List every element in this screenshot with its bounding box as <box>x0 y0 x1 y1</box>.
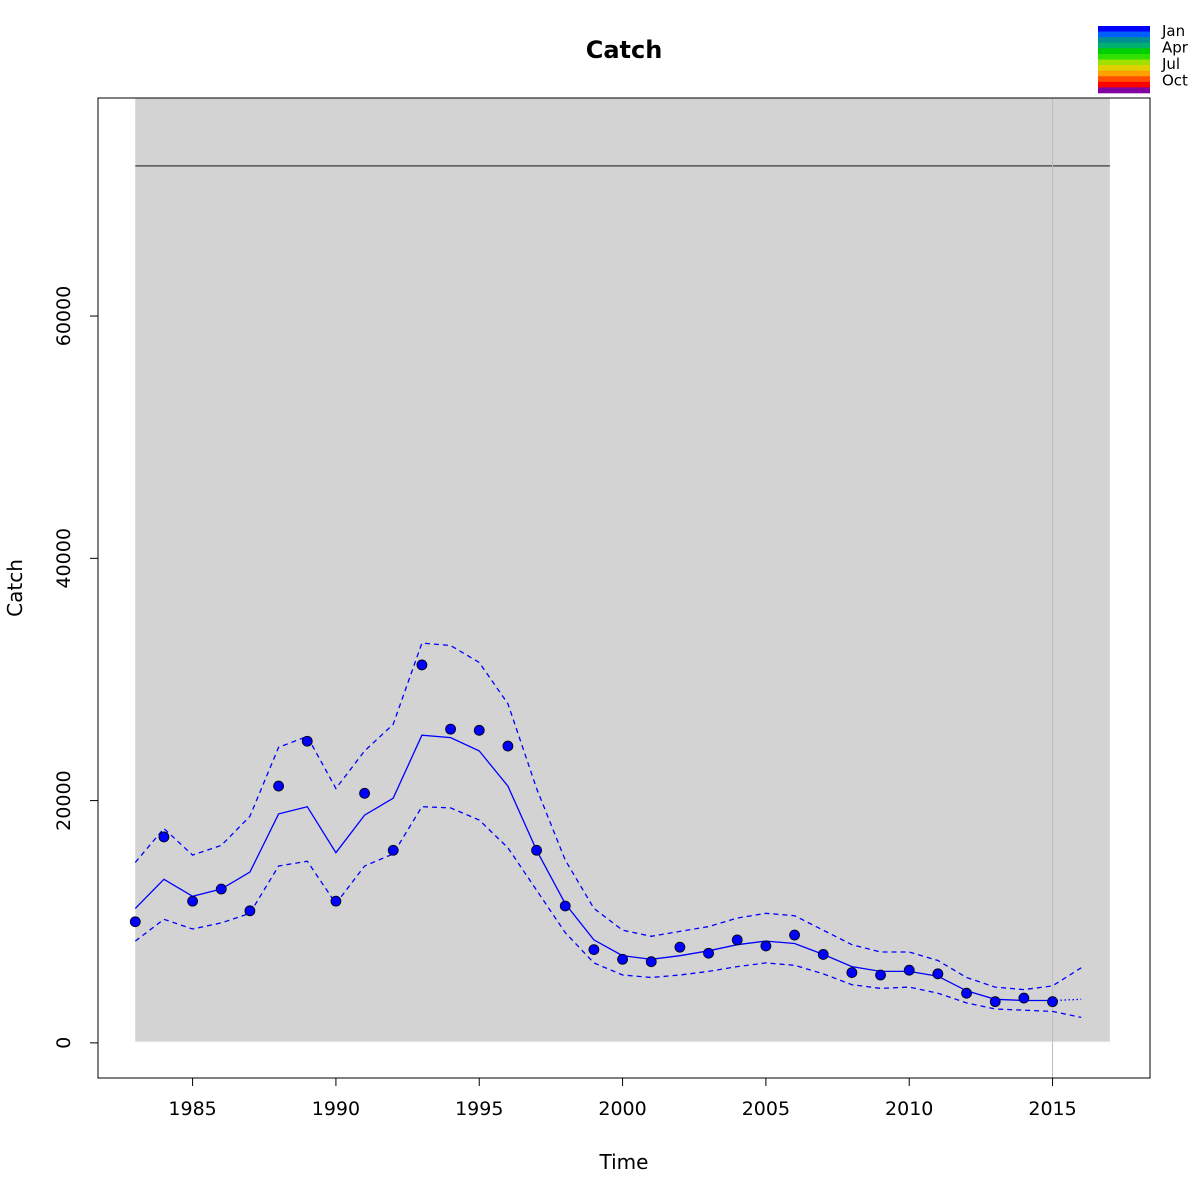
chart-title: Catch <box>586 36 663 64</box>
x-tick-label: 1995 <box>455 1098 503 1120</box>
series-line-lower <box>134 806 1082 1019</box>
series-line-upper <box>134 642 1082 991</box>
y-axis-label: Catch <box>3 559 27 617</box>
data-point <box>330 895 342 907</box>
data-point <box>932 968 944 980</box>
data-point <box>961 987 972 999</box>
legend-swatch <box>1098 76 1150 83</box>
data-point <box>588 944 600 955</box>
data-point <box>760 940 772 952</box>
data-point <box>789 929 800 941</box>
data-point <box>187 895 198 907</box>
data-point <box>731 934 743 946</box>
data-point <box>244 905 256 917</box>
shaded-region <box>135 98 1110 1042</box>
data-point <box>559 900 571 912</box>
y-tick-label: 0 <box>53 1037 75 1049</box>
data-point <box>445 723 456 735</box>
x-axis-label: Time <box>599 1150 649 1174</box>
x-tick-label: 2005 <box>742 1098 790 1120</box>
data-point <box>129 916 141 928</box>
data-point <box>502 740 514 752</box>
x-tick-label: 2010 <box>885 1098 933 1120</box>
legend-swatch <box>1098 37 1150 44</box>
data-point <box>645 956 657 968</box>
data-point <box>215 883 227 895</box>
data-point <box>473 724 485 736</box>
legend-swatch <box>1098 53 1150 60</box>
legend-swatch <box>1098 81 1150 88</box>
series-line-fitted <box>134 734 1053 1002</box>
y-tick-label: 20000 <box>53 770 75 830</box>
legend-swatch <box>1098 42 1150 49</box>
legend-swatch <box>1098 31 1150 38</box>
data-point <box>875 969 886 981</box>
x-tick-label: 1985 <box>168 1098 216 1120</box>
data-point <box>273 780 284 792</box>
y-tick-label: 60000 <box>53 286 75 346</box>
legend-swatch <box>1098 26 1150 32</box>
legend-swatch <box>1098 48 1150 55</box>
x-tick-label: 2000 <box>598 1098 646 1120</box>
data-point <box>903 964 915 976</box>
data-point <box>531 844 542 856</box>
legend-label: Jul <box>1161 55 1180 73</box>
legend-label: Jan <box>1161 22 1185 40</box>
data-point <box>1018 992 1030 1004</box>
data-point <box>158 831 170 843</box>
x-tick-label: 2015 <box>1028 1098 1076 1120</box>
data-point <box>846 967 858 979</box>
data-point <box>703 947 714 959</box>
data-point <box>817 949 829 960</box>
plot-frame <box>97 97 1151 1079</box>
legend-label: Oct <box>1162 72 1188 90</box>
data-point <box>674 941 686 953</box>
data-point <box>416 659 428 671</box>
data-point <box>301 735 313 747</box>
legend-swatch <box>1098 87 1150 94</box>
data-point <box>359 787 370 799</box>
data-point <box>387 844 399 856</box>
legend-swatch <box>1098 70 1150 77</box>
legend-swatch <box>1098 65 1150 71</box>
y-tick-label: 40000 <box>53 528 75 588</box>
x-tick-label: 1990 <box>312 1098 360 1120</box>
legend-label: Apr <box>1162 39 1189 57</box>
data-point <box>989 996 1001 1008</box>
data-point <box>617 953 628 965</box>
data-point <box>1047 996 1058 1008</box>
legend-swatch <box>1098 59 1150 66</box>
